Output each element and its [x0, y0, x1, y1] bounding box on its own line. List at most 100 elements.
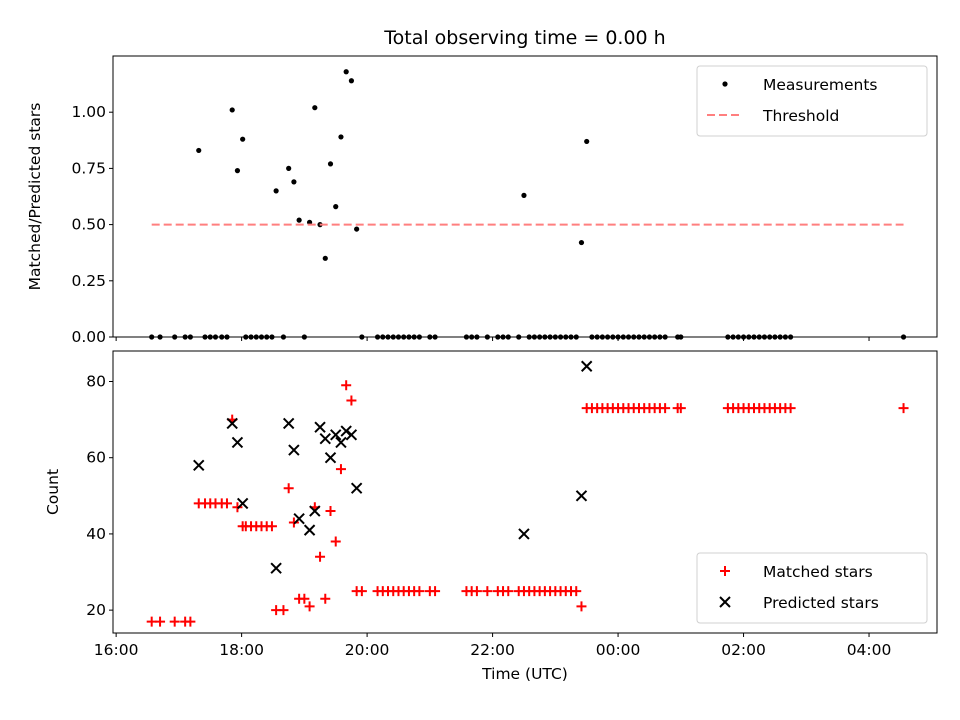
series-matched-stars-point [576, 601, 587, 612]
legend-box [696, 552, 928, 624]
series-matched-stars-point [471, 586, 482, 597]
y-tick-label: 80 [86, 372, 106, 390]
x-tick-label: 20:00 [345, 641, 390, 659]
series-predicted-stars-point [270, 562, 282, 574]
legend-measurements-label: Measurements [763, 76, 878, 94]
series-matched-stars-point [414, 586, 425, 597]
series-matched-stars-point [898, 403, 909, 414]
series-measurements-point [584, 138, 590, 145]
legend-measurements-marker [722, 81, 728, 87]
x-tick-label: 00:00 [596, 641, 641, 659]
series-matched-stars-point [221, 498, 232, 509]
series-predicted-stars-point [335, 436, 347, 449]
series-predicted-stars-point [231, 436, 244, 449]
series-matched-stars-point [278, 605, 289, 616]
series-matched-stars-point [341, 380, 352, 391]
series-measurements-point [343, 69, 349, 75]
series-matched-stars-point [503, 586, 514, 597]
upper-plot: 0.00 0.25 0.50 0.75 1.00 Total observing time… [26, 27, 938, 346]
y-tick-label: 40 [86, 525, 106, 543]
x-tick-label: 02:00 [721, 641, 766, 659]
series-matched-stars-point [430, 586, 441, 597]
series-measurements-point [291, 179, 297, 185]
series-measurements-point [229, 107, 235, 113]
series-measurements-point [322, 255, 328, 261]
series-matched-stars-point [346, 395, 357, 406]
lower-plot: 20 40 60 80 16:00 18:00 20:00 22:00 00:00 02:00 04… [44, 350, 938, 683]
series-measurements-point [348, 78, 355, 84]
series-predicted-stars-point [324, 451, 337, 464]
series-matched-stars-point [571, 586, 582, 597]
series-measurements-point [354, 226, 360, 232]
series-predicted-stars-point [293, 512, 305, 525]
series-measurements-point [578, 239, 585, 246]
series-predicted-stars-point [314, 421, 326, 433]
series-predicted-stars-point [288, 444, 300, 456]
series-matched-stars-point [288, 517, 299, 528]
series-predicted-stars-point [309, 505, 321, 517]
series-predicted-stars-point [575, 490, 588, 502]
series-measurements-point [312, 105, 318, 111]
series-matched-stars-point [283, 483, 294, 494]
series-measurements-point [327, 161, 334, 167]
legend-threshold-label: Threshold [762, 107, 839, 125]
chart-title: Total observing time = 0.00 h [383, 27, 665, 49]
series-matched-stars-point [675, 403, 686, 414]
series-matched-stars-point [266, 521, 277, 532]
series-matched-stars-point [169, 616, 180, 627]
legend-matched-stars-marker [720, 566, 730, 576]
series-predicted-stars-point [319, 432, 331, 445]
series-matched-stars-point [660, 403, 671, 414]
x-tick-label: 18:00 [219, 641, 264, 659]
y-tick-label: 0.00 [71, 328, 106, 346]
series-matched-stars-point [335, 464, 346, 475]
y-axis-label: Count [44, 469, 62, 515]
series-measurements-point [338, 134, 344, 140]
series-predicted-stars-point [340, 425, 352, 437]
legend-box [696, 65, 928, 137]
series-measurements-point [521, 192, 527, 198]
series-measurements-point [196, 147, 202, 154]
series-matched-stars-point [482, 586, 493, 597]
series-measurements-point [296, 217, 302, 223]
series-matched-stars-point [315, 551, 326, 562]
series-predicted-stars-point [236, 497, 249, 510]
x-axis-label: Time (UTC) [481, 665, 568, 683]
x-tick-label: 16:00 [94, 641, 139, 659]
y-tick-label: 0.75 [71, 159, 106, 177]
series-predicted-stars-point [330, 429, 342, 441]
series-matched-stars-point [155, 616, 166, 627]
series-matched-stars-point [299, 593, 310, 604]
series-matched-stars-point [330, 536, 341, 547]
series-measurements-point [240, 136, 246, 142]
series-measurements-point [333, 204, 339, 210]
series-predicted-stars-point [350, 482, 363, 494]
series-predicted-stars-point [518, 528, 530, 540]
y-tick-label: 0.50 [71, 216, 106, 234]
y-tick-label: 20 [86, 601, 106, 619]
y-axis-label: Matched/Predicted stars [26, 103, 44, 291]
series-predicted-stars-point [193, 459, 205, 472]
series-matched-stars-point [185, 616, 196, 627]
series-matched-stars-point [325, 506, 336, 517]
legend-predicted-stars-label: Predicted stars [763, 594, 879, 612]
y-tick-label: 1.00 [71, 103, 106, 121]
series-matched-stars-point [146, 616, 157, 627]
series-matched-stars-point [356, 586, 367, 597]
y-tick-label: 60 [86, 449, 106, 467]
y-tick-label: 0.25 [71, 272, 106, 290]
series-predicted-stars-point [580, 360, 593, 372]
series-predicted-stars-point [226, 417, 238, 430]
x-tick-label: 22:00 [470, 641, 515, 659]
legend-matched-stars-label: Matched stars [763, 563, 873, 581]
series-measurements-point [286, 165, 292, 171]
series-measurements-point [273, 188, 279, 194]
plot-frame [112, 55, 938, 338]
plot-frame [112, 350, 938, 634]
x-tick-label: 04:00 [847, 641, 892, 659]
series-matched-stars-point [320, 593, 331, 604]
series-matched-stars-point [785, 403, 796, 414]
series-matched-stars-point [304, 601, 315, 612]
series-measurements-point [234, 168, 241, 174]
